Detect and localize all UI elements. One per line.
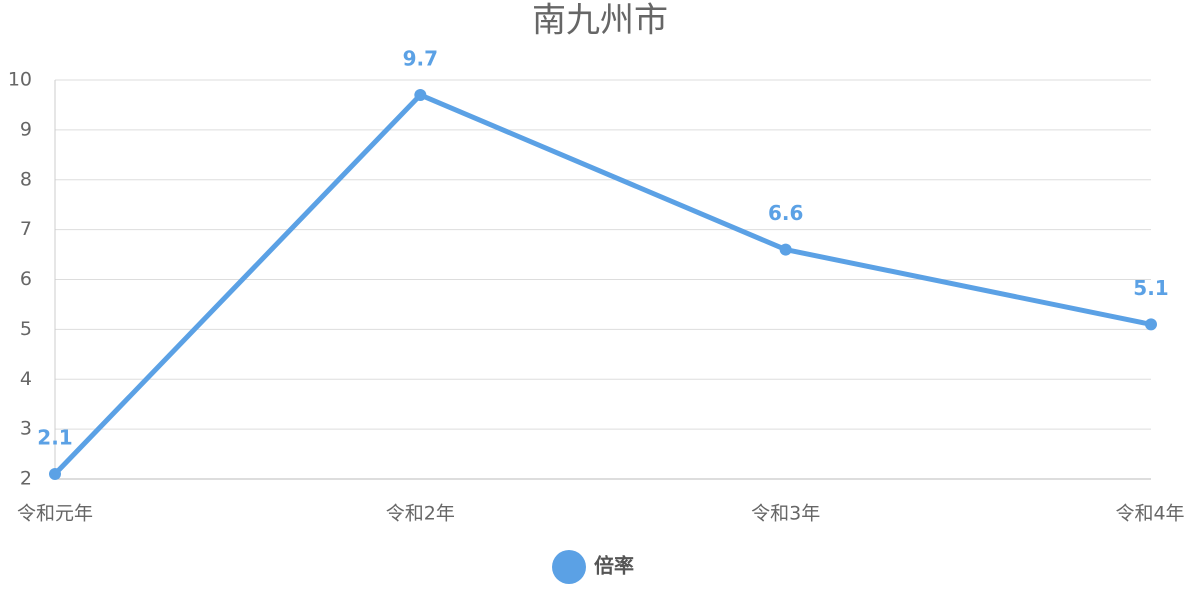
y-tick-label: 4 bbox=[20, 368, 32, 390]
legend-label: 倍率 bbox=[594, 554, 634, 578]
x-tick-label: 令和元年 bbox=[17, 503, 93, 525]
y-tick-label: 3 bbox=[20, 418, 32, 440]
y-tick-label: 6 bbox=[20, 268, 32, 290]
y-tick-label: 10 bbox=[8, 69, 32, 91]
y-tick-label: 8 bbox=[20, 168, 32, 190]
x-tick-label: 令和3年 bbox=[751, 503, 820, 525]
data-point bbox=[1145, 318, 1157, 331]
x-tick-label: 令和2年 bbox=[386, 503, 455, 525]
y-tick-label: 2 bbox=[20, 468, 32, 490]
data-point bbox=[414, 88, 427, 101]
chart-title: 南九州市 bbox=[532, 1, 668, 41]
y-tick-label: 5 bbox=[20, 318, 32, 340]
data-label: 5.1 bbox=[1133, 276, 1168, 300]
data-label: 6.6 bbox=[768, 201, 803, 225]
data-label: 9.7 bbox=[403, 46, 438, 70]
data-label: 2.1 bbox=[37, 426, 72, 450]
data-point bbox=[49, 468, 61, 481]
x-tick-label: 令和4年 bbox=[1115, 503, 1184, 525]
legend-marker bbox=[552, 550, 586, 584]
y-tick-label: 9 bbox=[20, 118, 32, 140]
series-line bbox=[53, 92, 1152, 476]
data-point bbox=[779, 243, 792, 256]
y-tick-label: 7 bbox=[20, 218, 32, 240]
